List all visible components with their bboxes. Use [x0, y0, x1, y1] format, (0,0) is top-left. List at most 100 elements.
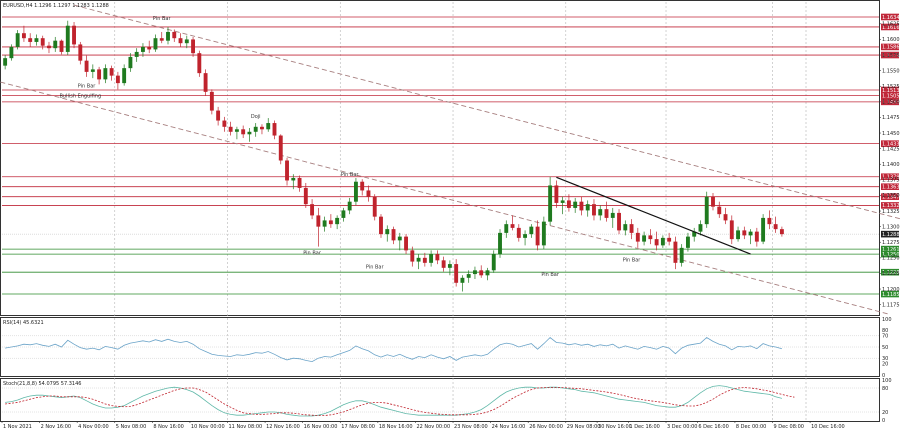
pattern-label: Pin Bar — [366, 264, 385, 270]
price-level-tag — [881, 13, 899, 21]
bullish-candle — [234, 129, 239, 132]
price-axis-label: 1.1200 — [882, 287, 900, 293]
bearish-candle — [203, 73, 208, 92]
price-axis-label: 1.1175 — [882, 302, 900, 308]
time-axis-label: 22 Nov 00:00 — [416, 424, 450, 430]
time-axis-label: 4 Nov 00:00 — [78, 424, 109, 430]
bearish-candle — [635, 232, 640, 242]
price-axis-label: 1.1625 — [882, 22, 900, 28]
bullish-candle — [184, 39, 189, 44]
bearish-candle — [285, 160, 289, 181]
bearish-candle — [328, 220, 333, 225]
price-axis-label: 1.1325 — [882, 209, 900, 215]
bearish-candle — [222, 120, 227, 127]
stoch-axis-label: 0 — [882, 418, 885, 424]
price-level-tag — [881, 183, 899, 191]
bullish-candle — [291, 177, 296, 181]
price-axis-label: 1.1350 — [882, 193, 900, 199]
bearish-candle — [754, 231, 759, 242]
time-axis-label: 5 Nov 08:00 — [116, 424, 147, 430]
time-axis-label: 12 Nov 16:00 — [266, 424, 300, 430]
bullish-candle — [103, 68, 108, 80]
time-axis-label: 29 Nov 08:00 — [567, 424, 601, 430]
bearish-candle — [379, 216, 383, 235]
price-axis-label: 1.1250 — [882, 256, 900, 262]
price-level-tag — [881, 23, 899, 31]
bullish-candle — [685, 236, 690, 248]
bearish-candle — [260, 126, 264, 130]
bearish-candle — [410, 250, 415, 262]
price-level-tag-label: 1.1571 — [882, 53, 900, 59]
price-level-tag — [881, 173, 899, 181]
channel-lower-line — [0, 81, 889, 315]
bearish-candle — [191, 39, 196, 54]
price-level-tag-label: 1.1379 — [882, 175, 900, 181]
bearish-candle — [579, 201, 584, 211]
price-axis-label: 1.1275 — [882, 240, 900, 246]
bullish-candle — [473, 270, 477, 275]
stoch-axis-label: 100 — [882, 378, 892, 384]
bullish-candle — [253, 126, 258, 132]
bullish-candle — [247, 131, 252, 135]
price-level-tag — [881, 230, 899, 238]
stoch-signal-line — [5, 387, 795, 417]
rsi-header: RSI(14) 45.6321 — [3, 320, 44, 326]
bearish-candle — [197, 53, 202, 74]
bearish-candle — [97, 69, 102, 80]
bearish-candle — [109, 68, 114, 76]
grid-lines — [114, 2, 807, 420]
bearish-candle — [422, 257, 427, 263]
bullish-candle — [153, 38, 158, 50]
time-axis-label: 9 Dec 08:00 — [774, 424, 804, 430]
bullish-candle — [485, 270, 490, 276]
time-axis-label: 24 Nov 16:00 — [492, 424, 526, 430]
price-level-tag-label: 1.1332 — [882, 203, 900, 209]
price-level-tag — [881, 140, 899, 147]
bearish-candle — [742, 230, 747, 236]
rsi-axis-label: 20 — [882, 362, 888, 368]
price-axis-label: 1.1525 — [882, 84, 900, 90]
bearish-candle — [723, 214, 728, 221]
bearish-candle — [779, 229, 784, 235]
price-level-tag-label: 1.1493 — [882, 100, 900, 106]
bearish-candle — [648, 235, 653, 240]
price-level-tag — [881, 245, 899, 253]
time-axis-label: 8 Nov 16:00 — [153, 424, 184, 430]
bullish-candle — [660, 237, 665, 246]
bullish-candle — [498, 232, 502, 255]
bearish-candle — [654, 239, 659, 246]
bearish-candle — [592, 204, 596, 216]
price-level-lines: 1.16341.16161.15861.15711.15131.15051.14… — [2, 13, 900, 298]
candlestick-series — [3, 20, 784, 292]
bearish-candle — [72, 25, 76, 45]
bearish-candle — [172, 31, 177, 39]
bearish-candle — [441, 260, 446, 268]
bearish-candle — [404, 236, 408, 251]
bullish-candle — [466, 274, 471, 278]
price-axis-label: 1.1225 — [882, 271, 900, 277]
bearish-candle — [78, 44, 83, 61]
price-level-tag-label: 1.1586 — [882, 45, 900, 51]
bullish-candle — [53, 40, 58, 49]
time-axis-label: 3 Dec 00:00 — [667, 424, 697, 430]
bearish-candle — [316, 215, 321, 227]
bearish-candle — [629, 224, 634, 233]
bullish-candle — [761, 217, 766, 242]
bullish-candle — [90, 69, 95, 72]
bearish-candle — [216, 110, 221, 121]
bearish-candle — [278, 135, 283, 161]
bullish-candle — [623, 224, 628, 231]
price-level-tag — [881, 290, 899, 298]
bullish-candle — [460, 277, 465, 283]
bearish-candle — [303, 187, 308, 205]
bearish-candle — [773, 224, 778, 230]
price-level-tag-label: 1.1616 — [882, 25, 900, 31]
pattern-annotations: Pin Bar Pin Bar Bullish Engulfing Doji Pin B… — [59, 16, 641, 278]
bullish-candle — [504, 224, 509, 233]
bearish-candle — [272, 123, 277, 136]
price-level-tag — [881, 92, 899, 99]
bullish-candle — [34, 38, 39, 42]
bullish-candle — [397, 236, 402, 241]
bullish-candle — [341, 210, 346, 218]
stoch-axis-label: 80 — [882, 386, 888, 392]
